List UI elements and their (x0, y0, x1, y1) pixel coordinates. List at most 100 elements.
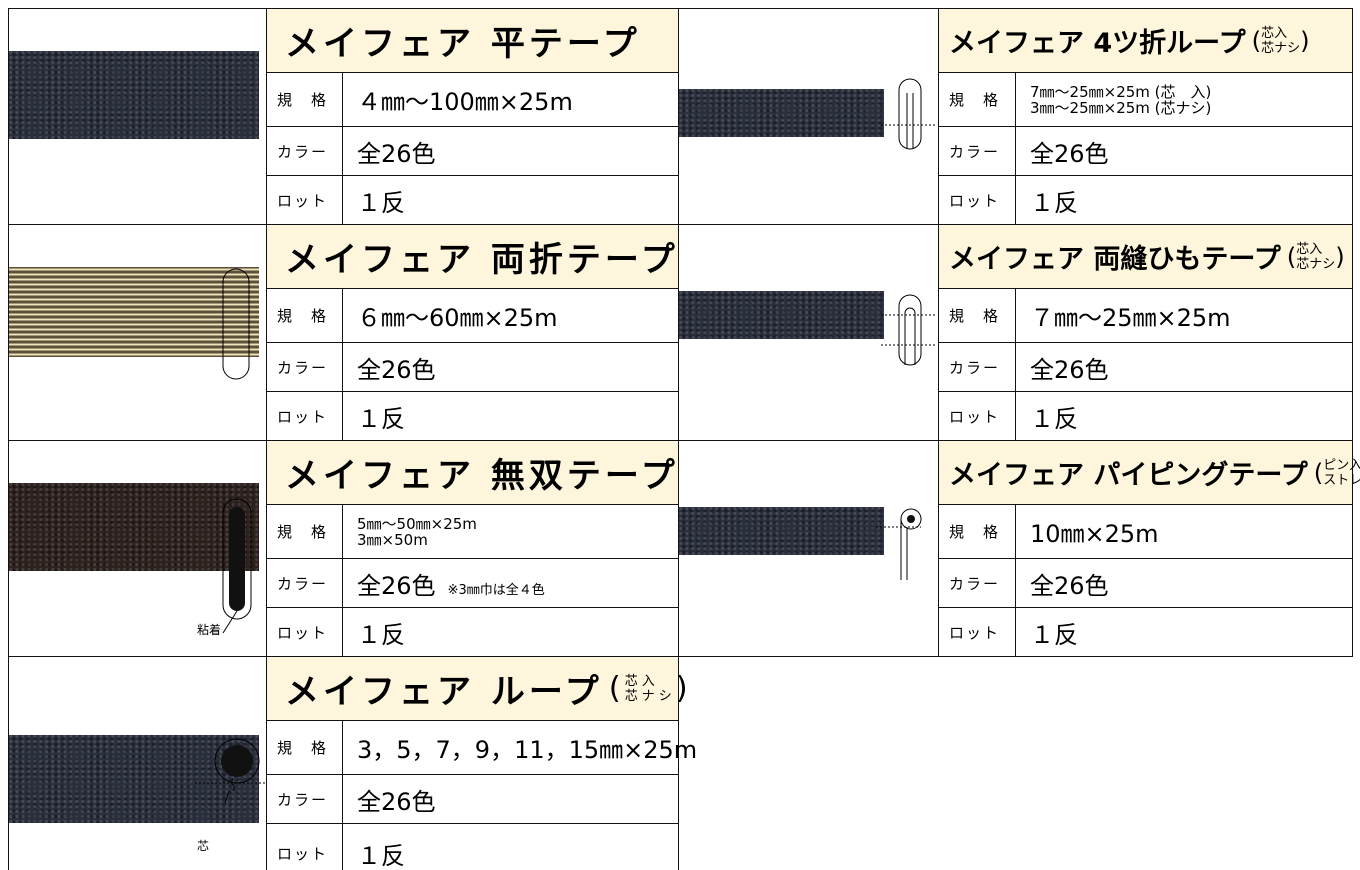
spec-label: カラー (266, 774, 343, 824)
note-lines: ピン入ストレート (1323, 458, 1360, 488)
spec-value: １反 (1015, 607, 1353, 657)
product-title: メイフェア 両折テープ (266, 224, 679, 289)
note-line: 芯ナシ (1261, 40, 1301, 56)
note-lines: 芯入 芯ナシ (625, 674, 676, 704)
spec-value: １反 (1015, 391, 1353, 441)
title-note: (ピン入ストレート) (1314, 458, 1360, 488)
image-caption: 芯 (197, 839, 210, 853)
spec-label: 規 格 (938, 288, 1016, 343)
spec-value-line: 3㎜～25㎜×25m (芯ナシ) (1030, 98, 1212, 117)
paren-open: ( (1286, 242, 1297, 271)
spec-label: 規 格 (266, 504, 343, 559)
spec-value: ６㎜～60㎜×25m (342, 288, 679, 343)
spec-value: 全26色 (342, 342, 679, 392)
spec-label: 規 格 (938, 504, 1016, 559)
paren-close: ) (675, 671, 692, 706)
spec-note: ※3㎜巾は全４色 (447, 582, 545, 598)
spec-value-line: ６㎜～60㎜×25m (357, 304, 558, 332)
spec-value: １反 (342, 823, 679, 870)
tape-photo (9, 51, 259, 139)
spec-label: カラー (266, 558, 343, 608)
product-image-cell: 芯 (8, 656, 267, 870)
spec-value-line: ４㎜～100㎜×25m (357, 88, 573, 116)
spec-value-line: 全26色 (357, 355, 436, 384)
spec-value-line: 全26色 (1030, 571, 1109, 600)
product-image-cell: 粘着 (8, 440, 267, 657)
note-line: ストレート (1323, 472, 1360, 488)
title-text: メイフェア 両縫ひもテープ (949, 244, 1281, 275)
spec-label: ロット (938, 391, 1016, 441)
spec-value-line: 5㎜～50㎜×25m (357, 514, 477, 533)
note-line: 芯入 (1296, 241, 1323, 257)
spec-value-line: 全26色 (1030, 139, 1109, 168)
spec-value-line: 10㎜×25m (1030, 520, 1159, 548)
spec-value: 全26色 ※3㎜巾は全４色 (342, 558, 679, 608)
spec-value: １反 (342, 175, 679, 225)
spec-label: 規 格 (266, 72, 343, 127)
title-text: メイフェア ループ (285, 672, 603, 712)
title-note: (芯入 芯ナシ) (1287, 242, 1345, 272)
cross-section-diagram (222, 268, 250, 380)
spec-value: 全26色 (342, 126, 679, 176)
spec-label: 規 格 (938, 72, 1016, 127)
product-title: メイフェア 両縫ひもテープ(芯入 芯ナシ) (938, 224, 1353, 289)
spec-value-line: １反 (357, 620, 405, 649)
spec-label: カラー (938, 126, 1016, 176)
spec-label: ロット (266, 175, 343, 225)
image-caption: 粘着 (197, 623, 222, 637)
spec-label: カラー (938, 558, 1016, 608)
spec-label: ロット (938, 607, 1016, 657)
paren-open: ( (608, 671, 625, 706)
spec-value: ４㎜～100㎜×25m (342, 72, 679, 127)
spec-value-line: 3，5，7，9，11，15㎜×25m (357, 736, 698, 764)
spec-label: 規 格 (266, 288, 343, 343)
spec-label: カラー (266, 342, 343, 392)
product-image-cell (8, 8, 267, 225)
spec-value-line: １反 (1030, 404, 1078, 433)
spec-value-line: 3㎜×50m (357, 530, 428, 549)
note-lines: 芯入 芯ナシ (1296, 242, 1335, 272)
spec-value: １反 (342, 391, 679, 441)
cross-section-diagram (881, 78, 936, 150)
spec-value: 全26色 (1015, 558, 1353, 608)
spec-label: カラー (938, 342, 1016, 392)
spec-label: カラー (266, 126, 343, 176)
paren-close: ) (1300, 26, 1310, 55)
product-title: メイフェア 無双テープ (266, 440, 679, 505)
spec-value: 全26色 (342, 774, 679, 824)
cross-section-diagram (881, 294, 936, 366)
title-text: メイフェア パイピングテープ (949, 460, 1308, 491)
product-image-cell (678, 8, 939, 225)
paren-open: ( (1313, 458, 1324, 487)
product-image-cell (8, 224, 267, 441)
spec-value-line: 全26色 ※3㎜巾は全４色 (357, 571, 545, 600)
title-note: (芯入 芯ナシ) (609, 671, 692, 706)
spec-label: ロット (266, 391, 343, 441)
product-title: メイフェア 4ツ折ループ(芯入 芯ナシ) (938, 8, 1353, 73)
tape-photo (679, 507, 884, 555)
product-image-cell (678, 440, 939, 657)
spec-value: 3，5，7，9，11，15㎜×25m (342, 720, 698, 775)
title-note: (芯入 芯ナシ) (1252, 26, 1310, 56)
note-line: 芯入 (624, 673, 659, 689)
spec-label: ロット (938, 175, 1016, 225)
spec-value: １反 (1015, 175, 1353, 225)
note-line: ピン入 (1323, 457, 1360, 473)
note-line: 芯入 (1261, 25, 1288, 41)
tape-photo (679, 291, 884, 339)
title-text: メイフェア 4ツ折ループ (949, 28, 1246, 59)
title-text: メイフェア 平テープ (285, 24, 641, 64)
spec-value-line: 7㎜～25㎜×25m (芯 入) (1030, 82, 1212, 101)
tape-photo (9, 483, 259, 571)
spec-value-line: １反 (1030, 188, 1078, 217)
note-lines: 芯入 芯ナシ (1261, 26, 1300, 56)
tape-photo (9, 735, 259, 823)
spec-label: ロット (266, 607, 343, 657)
note-line: 芯ナシ (1296, 256, 1336, 272)
title-text: メイフェア 両折テープ (285, 240, 679, 280)
paren-close: ) (1335, 242, 1345, 271)
spec-value-line: １反 (1030, 620, 1078, 649)
spec-label: ロット (266, 823, 343, 870)
cross-section-diagram (876, 508, 922, 580)
